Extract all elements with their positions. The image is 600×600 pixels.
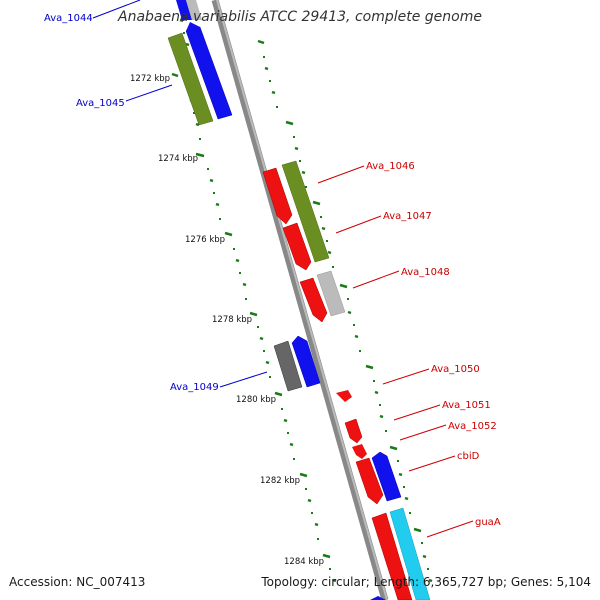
- gene-label-ava-1046[interactable]: Ava_1046: [366, 161, 415, 172]
- gene-ava-1049-gray[interactable]: [273, 340, 303, 392]
- leader-lines: [92, 0, 474, 538]
- major-tick-1278: [249, 311, 258, 317]
- scale-labels: 1272 kbp 1274 kbp 1276 kbp 1278 kbp 1280…: [130, 74, 324, 567]
- genome-title: Anabaena variabilis ATCC 29413, complete…: [118, 9, 482, 25]
- gene-ava-1045-blue-arrowhead: [186, 22, 200, 31]
- scale-label-1282: 1282 kbp: [260, 476, 300, 486]
- gene-guaa-cyan[interactable]: [389, 507, 431, 600]
- major-tick-1274: [195, 152, 205, 158]
- gene-label-ava-1049[interactable]: Ava_1049: [170, 382, 219, 393]
- gene-label-ava-1051[interactable]: Ava_1051: [442, 400, 491, 411]
- genome-summary-text: Topology: circular; Length: 6,365,727 bp…: [261, 575, 591, 589]
- gene-cbid-red[interactable]: [355, 457, 384, 505]
- scale-label-1272: 1272 kbp: [130, 74, 170, 84]
- scale-label-1278: 1278 kbp: [212, 315, 252, 325]
- gene-ava-1050-red[interactable]: [336, 390, 352, 402]
- major-tick-1280: [274, 391, 283, 397]
- major-tick-1282: [299, 472, 308, 478]
- genome-backbone: [211, 0, 389, 600]
- gene-label-guaa[interactable]: guaA: [475, 517, 501, 528]
- gene-ava-1048-red[interactable]: [299, 277, 328, 323]
- gene-guaa-red[interactable]: [371, 512, 413, 600]
- major-tick-1272: [171, 72, 179, 78]
- gene-ava-1047-red[interactable]: [282, 222, 312, 271]
- gene-label-ava-1048[interactable]: Ava_1048: [401, 267, 450, 278]
- scale-label-1280: 1280 kbp: [236, 395, 276, 405]
- scale-label-1284: 1284 kbp: [284, 557, 324, 567]
- major-tick-1284: [322, 553, 331, 559]
- gene-ava-1048-gray[interactable]: [316, 270, 346, 317]
- gene-cbid-blue[interactable]: [371, 451, 402, 502]
- gene-label-cbid[interactable]: cbiD: [457, 451, 480, 462]
- scale-label-1274: 1274 kbp: [158, 154, 198, 164]
- major-tick-1276: [224, 231, 233, 237]
- scale-label-1276: 1276 kbp: [185, 235, 225, 245]
- gene-label-ava-1045[interactable]: Ava_1045: [76, 98, 125, 109]
- gene-ava-1044-gray-segment[interactable]: [186, 0, 202, 20]
- gene-ava-1046-olive[interactable]: [281, 160, 330, 263]
- gene-label-ava-1052[interactable]: Ava_1052: [448, 421, 497, 432]
- gene-ava-1051-red[interactable]: [344, 418, 363, 444]
- gene-label-ava-1050[interactable]: Ava_1050: [431, 364, 480, 375]
- gene-ava-1052-red[interactable]: [352, 444, 367, 459]
- gene-ava-1044-segment[interactable]: [176, 0, 192, 20]
- gene-ava-1046-red[interactable]: [262, 167, 293, 225]
- right-scale-ruler: [257, 39, 433, 583]
- left-scale-ruler: [171, 18, 337, 583]
- gene-ava-1045-olive[interactable]: [167, 32, 214, 126]
- right-scale-dots: [263, 56, 429, 570]
- accession-text: Accession: NC_007413: [9, 575, 146, 589]
- gene-label-ava-1044[interactable]: Ava_1044: [44, 13, 93, 24]
- gene-label-ava-1047[interactable]: Ava_1047: [383, 211, 432, 222]
- gene-labels: Ava_1044 Ava_1045 Ava_1046 Ava_1047 Ava_…: [44, 13, 501, 528]
- gene-bottom-partial[interactable]: [370, 596, 386, 600]
- gene-ava-1049-blue[interactable]: [291, 335, 321, 388]
- genome-backbone-highlight: [216, 0, 388, 600]
